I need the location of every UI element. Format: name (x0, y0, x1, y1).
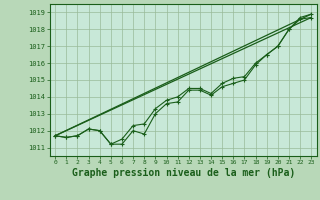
X-axis label: Graphe pression niveau de la mer (hPa): Graphe pression niveau de la mer (hPa) (72, 168, 295, 178)
